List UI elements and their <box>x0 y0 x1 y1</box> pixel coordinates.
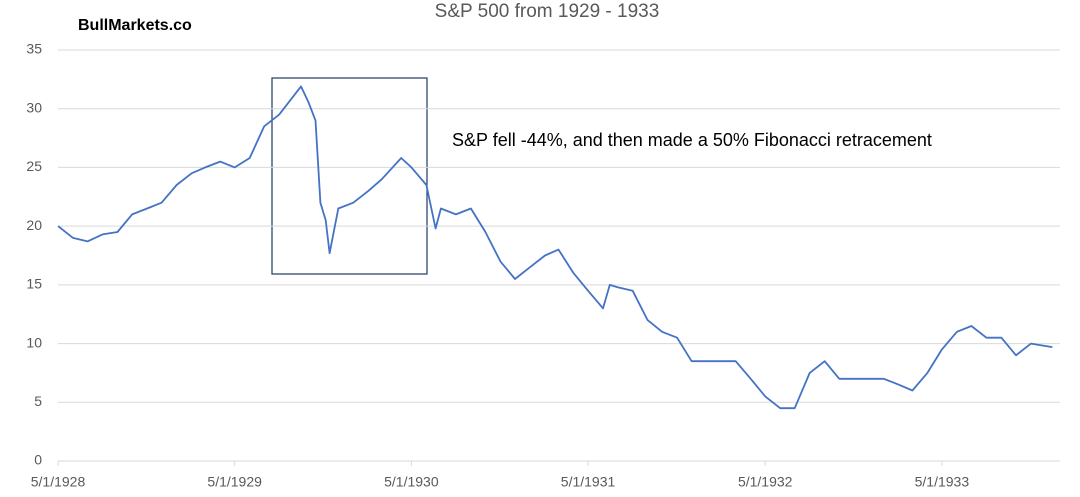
y-tick-label: 30 <box>26 99 42 115</box>
y-tick-label: 35 <box>26 41 42 57</box>
y-tick-label: 10 <box>26 334 42 350</box>
highlight-box <box>271 77 428 275</box>
x-tick-label: 5/1/1933 <box>915 474 970 490</box>
y-tick-label: 25 <box>26 158 42 174</box>
y-tick-label: 0 <box>34 452 42 468</box>
x-tick-label: 5/1/1929 <box>207 474 262 490</box>
chart-title: S&P 500 from 1929 - 1933 <box>435 1 660 22</box>
y-tick-label: 20 <box>26 217 42 233</box>
x-tick-label: 5/1/1930 <box>384 474 439 490</box>
x-tick-label: 5/1/1928 <box>31 474 86 490</box>
x-tick-label: 5/1/1932 <box>738 474 793 490</box>
price-line <box>57 85 1053 410</box>
y-tick-label: 5 <box>34 393 42 409</box>
x-tick-label: 5/1/1931 <box>561 474 616 490</box>
annotation: S&P fell -44%, and then made a 50% Fibon… <box>452 130 932 150</box>
brand: BullMarkets.co <box>78 17 192 34</box>
y-tick-label: 15 <box>26 276 42 292</box>
